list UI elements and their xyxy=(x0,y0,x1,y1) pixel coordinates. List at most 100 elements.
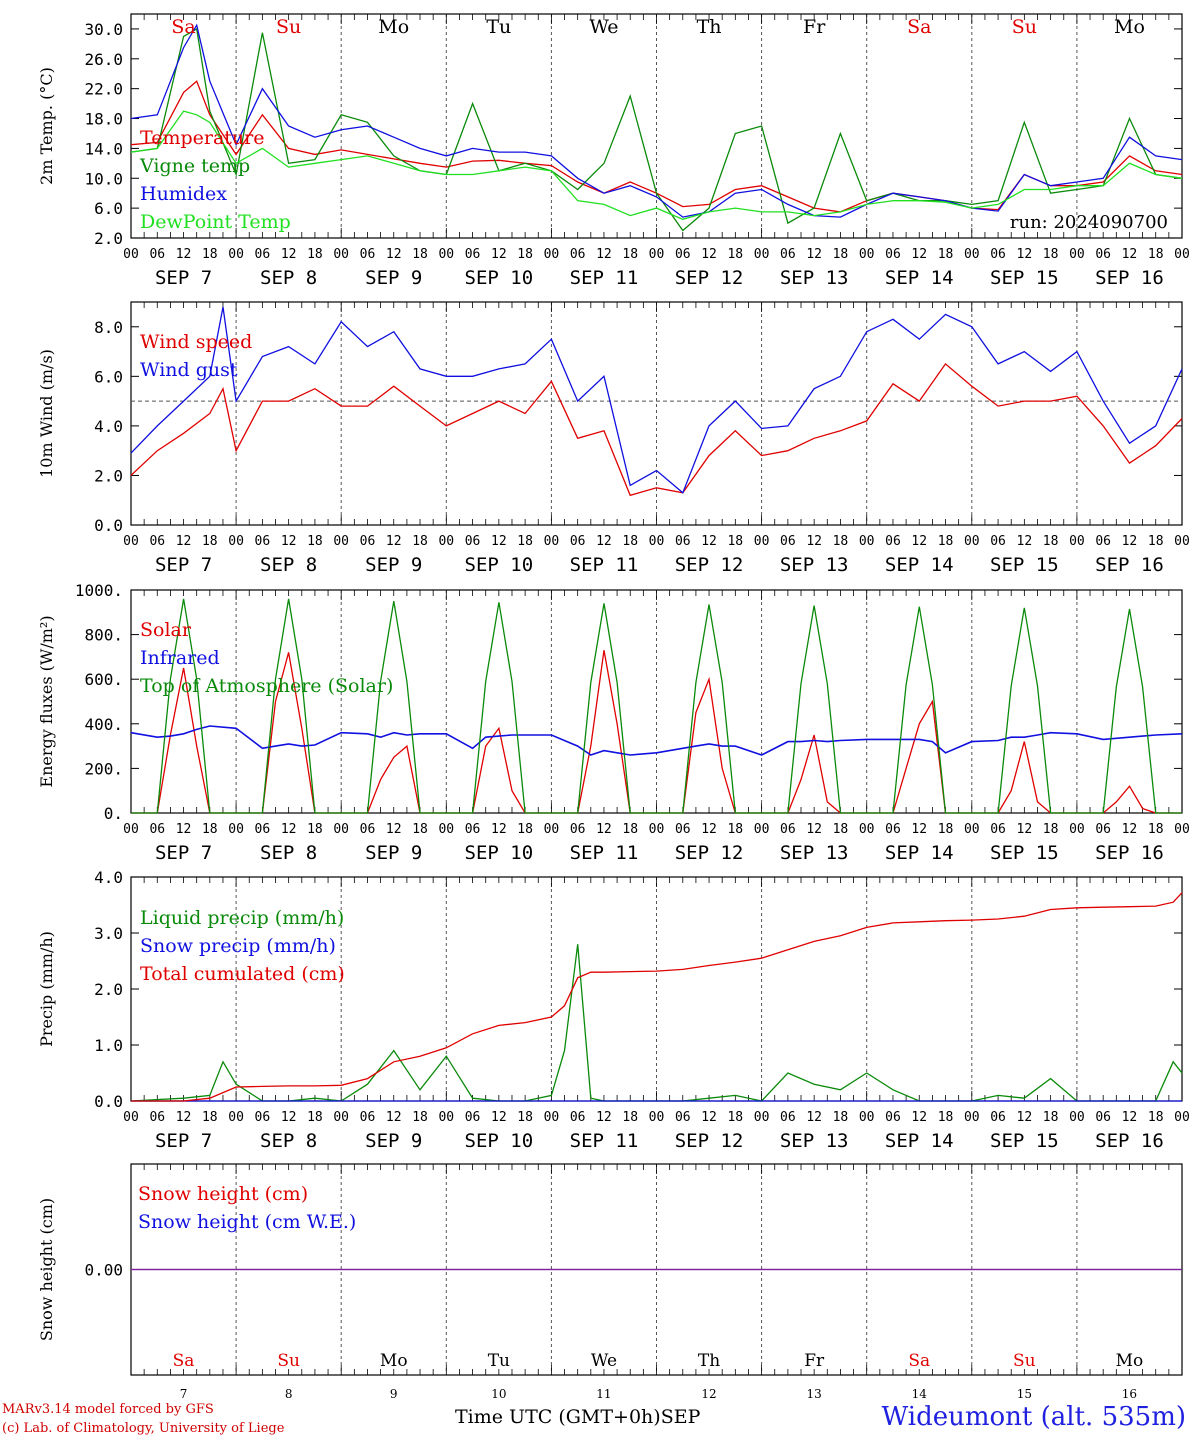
hour-tick-label: 12 xyxy=(281,534,297,549)
hour-tick-label: 00 xyxy=(754,534,770,549)
hour-tick-label: 18 xyxy=(727,822,743,837)
hour-tick-label: 12 xyxy=(911,534,927,549)
legend-entry: Liquid precip (mm/h) xyxy=(140,907,344,929)
legend-entry: Humidex xyxy=(140,183,227,205)
hour-tick-label: 06 xyxy=(990,1110,1006,1125)
hour-tick-label: 12 xyxy=(386,534,402,549)
hour-tick-label: 06 xyxy=(149,1110,165,1125)
hour-tick-label: 06 xyxy=(570,247,586,262)
bottom-date-label: 16 xyxy=(1122,1387,1137,1401)
date-label: SEP 9 xyxy=(365,842,422,864)
hour-tick-label: 12 xyxy=(806,822,822,837)
hour-tick-label: 12 xyxy=(911,822,927,837)
y-tick-label: 800. xyxy=(84,626,123,645)
hour-tick-label: 12 xyxy=(386,247,402,262)
legend-entry: Vigne temp xyxy=(139,155,250,177)
hour-tick-label: 12 xyxy=(1122,822,1138,837)
date-label: SEP 7 xyxy=(155,267,212,289)
hour-tick-label: 18 xyxy=(938,247,954,262)
date-label: SEP 11 xyxy=(570,554,639,576)
legend-entry: Wind speed xyxy=(140,331,252,353)
hour-tick-label: 06 xyxy=(675,822,691,837)
hour-tick-label: 18 xyxy=(1043,822,1059,837)
date-label: SEP 12 xyxy=(675,842,744,864)
hour-tick-label: 18 xyxy=(1043,1110,1059,1125)
hour-tick-label: 00 xyxy=(964,534,980,549)
hour-tick-label: 18 xyxy=(517,534,533,549)
hour-tick-label: 12 xyxy=(806,534,822,549)
hour-tick-label: 00 xyxy=(964,247,980,262)
y-tick-label: 4.0 xyxy=(94,868,123,887)
bottom-day-of-week-label: Mo xyxy=(380,1351,408,1371)
series-line xyxy=(130,362,1183,497)
hour-tick-label: 18 xyxy=(202,822,218,837)
y-axis-label: Precip (mm/h) xyxy=(37,931,56,1047)
date-label: SEP 15 xyxy=(990,554,1059,576)
bottom-day-of-week-label: Th xyxy=(698,1351,720,1371)
hour-tick-label: 00 xyxy=(333,247,349,262)
hour-tick-label: 12 xyxy=(1017,247,1033,262)
date-label: SEP 9 xyxy=(365,1130,422,1152)
date-label: SEP 11 xyxy=(570,842,639,864)
hour-tick-label: 06 xyxy=(255,534,271,549)
y-tick-label: 6.0 xyxy=(94,199,123,218)
bottom-day-of-week-label: Su xyxy=(277,1351,300,1371)
hour-tick-label: 12 xyxy=(1017,1110,1033,1125)
y-axis-label: Snow height (cm) xyxy=(37,1198,56,1341)
legend-entry: Temperature xyxy=(140,127,264,149)
bottom-day-of-week-label: Mo xyxy=(1116,1351,1144,1371)
hour-tick-label: 12 xyxy=(596,247,612,262)
hour-tick-label: 00 xyxy=(228,1110,244,1125)
legend-entry: Snow precip (mm/h) xyxy=(140,935,336,957)
date-label: SEP 14 xyxy=(885,267,954,289)
hour-tick-label: 06 xyxy=(885,534,901,549)
hour-tick-label: 18 xyxy=(833,1110,849,1125)
hour-tick-label: 18 xyxy=(622,534,638,549)
hour-tick-label: 18 xyxy=(412,534,428,549)
date-label: SEP 10 xyxy=(465,842,534,864)
hour-tick-label: 12 xyxy=(806,247,822,262)
hour-tick-label: 06 xyxy=(675,247,691,262)
legend-entry: Top of Atmosphere (Solar) xyxy=(140,675,393,697)
hour-tick-label: 18 xyxy=(202,247,218,262)
day-of-week-label: Mo xyxy=(1114,16,1145,38)
hour-tick-label: 12 xyxy=(176,1110,192,1125)
hour-tick-label: 06 xyxy=(360,1110,376,1125)
y-tick-label: 0.0 xyxy=(94,516,123,535)
hour-tick-label: 12 xyxy=(491,534,507,549)
hour-tick-label: 00 xyxy=(859,534,875,549)
hour-tick-label: 00 xyxy=(859,1110,875,1125)
hour-tick-label: 00 xyxy=(544,247,560,262)
hour-tick-label: 12 xyxy=(386,1110,402,1125)
date-label: SEP 8 xyxy=(260,267,317,289)
y-tick-label: 26.0 xyxy=(84,50,123,69)
series-line xyxy=(130,725,1183,756)
y-axis-label: 2m Temp. (°C) xyxy=(37,67,56,185)
hour-tick-label: 12 xyxy=(806,1110,822,1125)
bottom-date-label: 15 xyxy=(1017,1387,1032,1401)
y-tick-label: 18.0 xyxy=(84,110,123,129)
hour-tick-label: 06 xyxy=(780,1110,796,1125)
hour-tick-label: 18 xyxy=(833,534,849,549)
hour-tick-label: 00 xyxy=(1174,247,1190,262)
y-tick-label: 2.0 xyxy=(94,980,123,999)
date-label: SEP 7 xyxy=(155,1130,212,1152)
bottom-day-of-week-label: We xyxy=(591,1351,617,1371)
hour-tick-label: 00 xyxy=(1174,822,1190,837)
series-line xyxy=(131,598,1182,814)
y-tick-label: 400. xyxy=(84,715,123,734)
hour-tick-label: 00 xyxy=(123,1110,139,1125)
hour-tick-label: 06 xyxy=(360,247,376,262)
y-tick-label: 8.0 xyxy=(94,318,123,337)
y-tick-label: 600. xyxy=(84,670,123,689)
date-label: SEP 10 xyxy=(465,1130,534,1152)
hour-tick-label: 18 xyxy=(307,1110,323,1125)
date-label: SEP 16 xyxy=(1095,842,1164,864)
hour-tick-label: 06 xyxy=(885,247,901,262)
series-line xyxy=(131,892,1183,1102)
plot-frame xyxy=(130,589,1183,814)
hour-tick-label: 00 xyxy=(1174,1110,1190,1125)
hour-tick-label: 06 xyxy=(360,822,376,837)
hour-tick-label: 06 xyxy=(780,822,796,837)
